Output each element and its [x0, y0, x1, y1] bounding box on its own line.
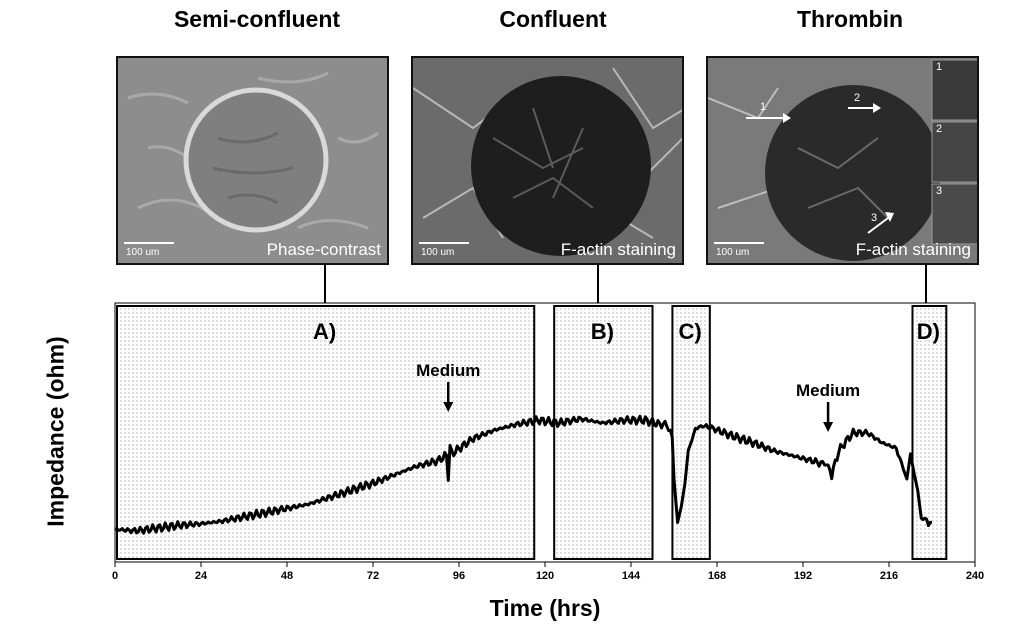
scale-label: 100 um: [126, 247, 160, 258]
connector-b: [597, 265, 599, 305]
micrograph-thrombin: 1 2 3 1 2 3 100 um F-actin staining: [706, 56, 979, 265]
x-tick-label: 144: [622, 570, 641, 582]
micrograph-image: [413, 58, 682, 263]
x-tick-label: 72: [367, 570, 379, 582]
arrow-label-2: 2: [854, 92, 861, 104]
region-label: B): [591, 319, 614, 344]
scale-label: 100 um: [421, 247, 455, 258]
micrograph-caption: Phase-contrast: [266, 240, 381, 259]
region-label: A): [313, 319, 336, 344]
arrow-label-3: 3: [871, 212, 878, 224]
inset-label-1: 1: [936, 61, 943, 73]
annotation-medium: Medium: [796, 381, 860, 400]
annotation-medium: Medium: [416, 361, 480, 380]
x-tick-label: 0: [112, 570, 118, 582]
region-b: [553, 305, 654, 560]
inset-label-2: 2: [936, 123, 943, 135]
x-tick-label: 96: [453, 570, 465, 582]
annotation-arrow-head: [443, 402, 454, 412]
x-tick-label: 216: [880, 570, 898, 582]
inset-label-3: 3: [936, 185, 943, 197]
x-tick-label: 192: [794, 570, 812, 582]
connector-d: [925, 265, 927, 305]
x-axis-label: Time (hrs): [489, 595, 601, 621]
micrograph-confluent: 100 um F-actin staining: [411, 56, 684, 265]
micrograph-image: [708, 58, 977, 263]
x-tick-label: 168: [708, 570, 726, 582]
micrograph-phase-contrast: 100 um Phase-contrast: [116, 56, 389, 265]
region-a: [116, 305, 536, 560]
micrograph-image: [118, 58, 387, 263]
x-tick-label: 48: [281, 570, 293, 582]
x-tick-label: 24: [195, 570, 208, 582]
arrow-label-1: 1: [760, 101, 767, 113]
region-label: D): [917, 319, 940, 344]
panel-title-thrombin: Thrombin: [796, 6, 904, 32]
micrograph-caption: F-actin staining: [855, 240, 971, 259]
annotation-arrow-head: [823, 422, 834, 432]
region-label: C): [679, 319, 702, 344]
x-tick-label: 240: [966, 570, 984, 582]
scale-bar: [419, 242, 469, 244]
scale-bar: [124, 242, 174, 244]
scale-label: 100 um: [716, 247, 750, 258]
region-d: [911, 305, 948, 560]
x-tick-label: 120: [536, 570, 554, 582]
impedance-series-line: [114, 414, 932, 535]
panel-title-confluent: Confluent: [499, 6, 607, 32]
micrograph-caption: F-actin staining: [560, 240, 676, 259]
connector-a: [324, 265, 326, 305]
scale-bar: [714, 242, 764, 244]
panel-title-semi-confluent: Semi-confluent: [173, 6, 341, 32]
y-axis-label: Impedance (ohm): [42, 336, 69, 527]
